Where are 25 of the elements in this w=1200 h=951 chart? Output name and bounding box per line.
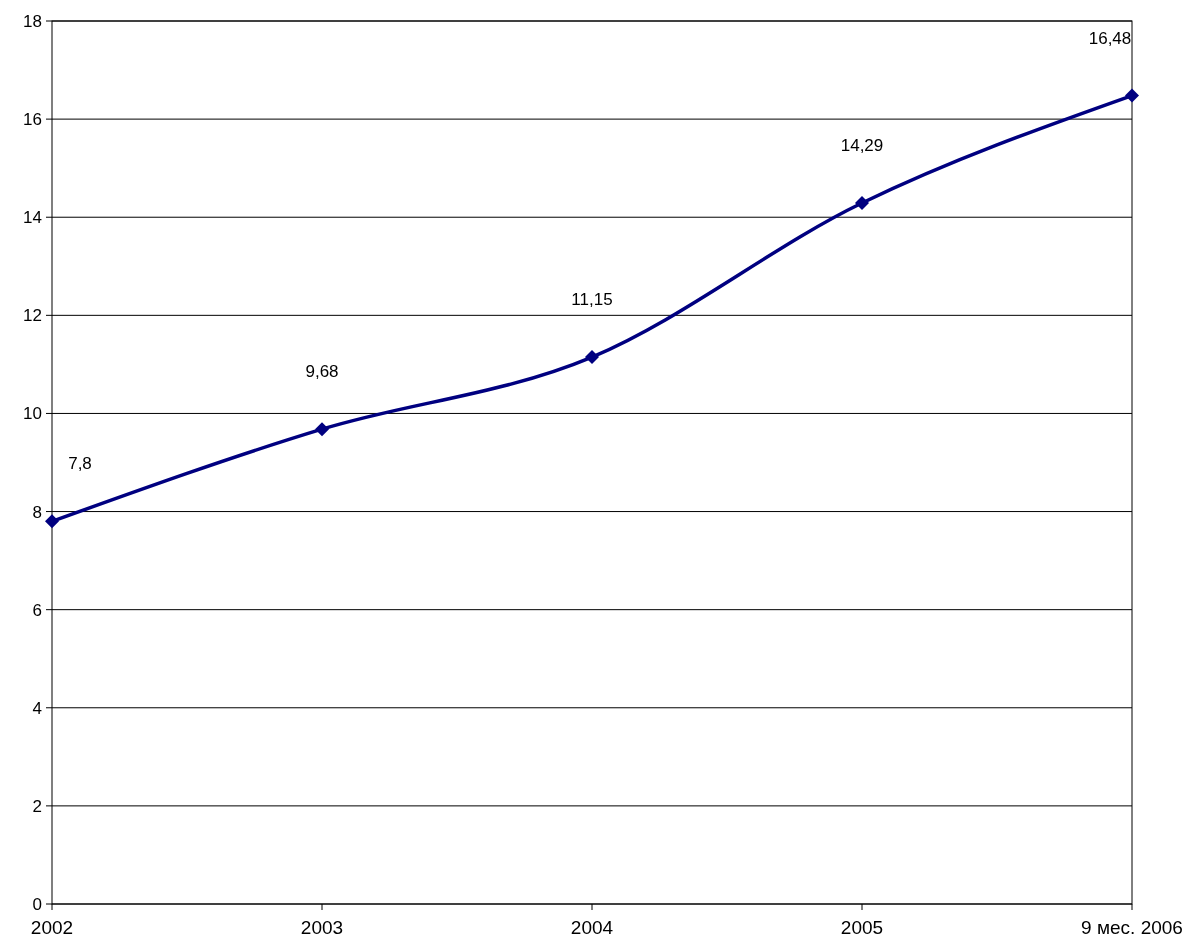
point bbox=[585, 350, 599, 365]
data-label: 14,29 bbox=[840, 136, 884, 155]
data-label: 9,68 bbox=[305, 362, 339, 382]
y-tick-label: 0 bbox=[32, 894, 42, 914]
point bbox=[1125, 88, 1139, 103]
y-tick-label: 18 bbox=[23, 11, 42, 31]
y-tick-label: 14 bbox=[23, 208, 42, 228]
data-label: 11,15 bbox=[571, 290, 613, 310]
x-tick-label: 2003 bbox=[300, 917, 344, 938]
data-label: 16,48 bbox=[1088, 28, 1132, 48]
x-tick-label: 2005 bbox=[840, 917, 884, 938]
point bbox=[45, 514, 59, 529]
x-tick-label: 2002 bbox=[30, 917, 74, 938]
y-tick-label: 4 bbox=[32, 698, 42, 718]
y-tick-label: 2 bbox=[32, 796, 42, 816]
y-tick-label: 6 bbox=[32, 600, 42, 620]
x-tick-label: 9 мес. 2006 bbox=[1081, 917, 1183, 938]
y-tick-label: 16 bbox=[23, 110, 42, 130]
data-label: 7,8 bbox=[68, 454, 92, 474]
y-tick-label: 8 bbox=[32, 502, 42, 522]
y-tick-label: 10 bbox=[23, 404, 42, 424]
x-tick-label: 2004 bbox=[570, 917, 614, 938]
point bbox=[855, 196, 869, 210]
point bbox=[315, 422, 329, 437]
y-tick-label: 12 bbox=[23, 306, 42, 326]
